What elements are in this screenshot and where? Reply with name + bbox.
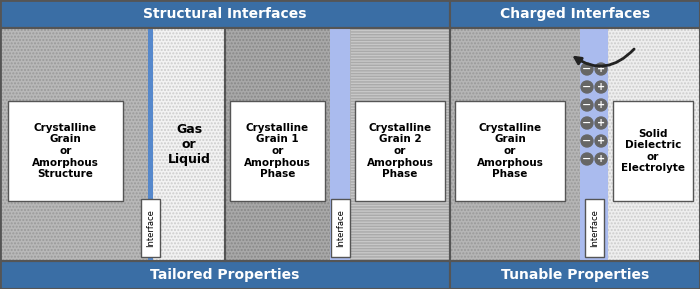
Text: −: − <box>582 118 592 128</box>
Circle shape <box>581 99 593 111</box>
Circle shape <box>595 63 607 75</box>
FancyArrowPatch shape <box>575 49 634 66</box>
Circle shape <box>581 117 593 129</box>
Text: −: − <box>582 82 592 92</box>
Text: +: + <box>597 100 605 110</box>
Bar <box>225 28 450 261</box>
Bar <box>608 28 700 261</box>
Text: Interface: Interface <box>590 209 599 247</box>
Bar <box>450 261 700 289</box>
Bar <box>153 28 225 261</box>
Bar <box>153 28 225 261</box>
Text: Solid
Dielectric
or
Electrolyte: Solid Dielectric or Electrolyte <box>621 129 685 173</box>
Bar <box>450 28 580 261</box>
Bar <box>455 101 565 201</box>
Text: −: − <box>582 100 592 110</box>
Circle shape <box>581 135 593 147</box>
Bar <box>450 28 580 261</box>
Text: Crystalline
Grain
or
Amorphous
Phase: Crystalline Grain or Amorphous Phase <box>477 123 543 179</box>
Bar <box>225 28 330 261</box>
Bar <box>141 199 160 257</box>
Bar <box>0 0 450 28</box>
Circle shape <box>595 135 607 147</box>
Text: Crystalline
Grain 1
or
Amorphous
Phase: Crystalline Grain 1 or Amorphous Phase <box>244 123 311 179</box>
Bar <box>330 28 350 261</box>
Bar <box>350 28 450 261</box>
Text: −: − <box>582 136 592 146</box>
Text: Charged Interfaces: Charged Interfaces <box>500 7 650 21</box>
Circle shape <box>581 81 593 93</box>
Text: Tunable Properties: Tunable Properties <box>501 268 649 282</box>
Bar <box>331 199 350 257</box>
Circle shape <box>595 153 607 165</box>
Text: Tailored Properties: Tailored Properties <box>150 268 300 282</box>
Bar <box>0 28 148 261</box>
Circle shape <box>595 81 607 93</box>
Bar <box>585 199 604 257</box>
Bar <box>613 101 693 201</box>
Text: +: + <box>597 64 605 74</box>
Text: Crystalline
Grain
or
Amorphous
Structure: Crystalline Grain or Amorphous Structure <box>32 123 99 179</box>
Text: −: − <box>582 154 592 164</box>
Bar <box>8 101 123 201</box>
Text: +: + <box>597 136 605 146</box>
Circle shape <box>581 63 593 75</box>
Text: +: + <box>597 154 605 164</box>
Bar <box>0 28 148 261</box>
Bar <box>230 101 325 201</box>
Bar <box>450 28 700 261</box>
Bar <box>350 28 450 261</box>
Bar <box>0 261 450 289</box>
Text: Interface: Interface <box>146 209 155 247</box>
Bar <box>148 28 153 261</box>
Text: Gas
or
Liquid: Gas or Liquid <box>167 123 211 166</box>
Text: +: + <box>597 82 605 92</box>
Text: Structural Interfaces: Structural Interfaces <box>144 7 307 21</box>
Bar <box>580 28 608 261</box>
Circle shape <box>595 117 607 129</box>
Circle shape <box>595 99 607 111</box>
Text: Interface: Interface <box>336 209 345 247</box>
Text: Crystalline
Grain 2
or
Amorphous
Phase: Crystalline Grain 2 or Amorphous Phase <box>367 123 433 179</box>
Bar <box>0 28 225 261</box>
Bar <box>450 0 700 28</box>
Circle shape <box>581 153 593 165</box>
Bar <box>225 28 330 261</box>
Text: −: − <box>582 64 592 74</box>
Bar <box>608 28 700 261</box>
Text: +: + <box>597 118 605 128</box>
Bar <box>355 101 445 201</box>
